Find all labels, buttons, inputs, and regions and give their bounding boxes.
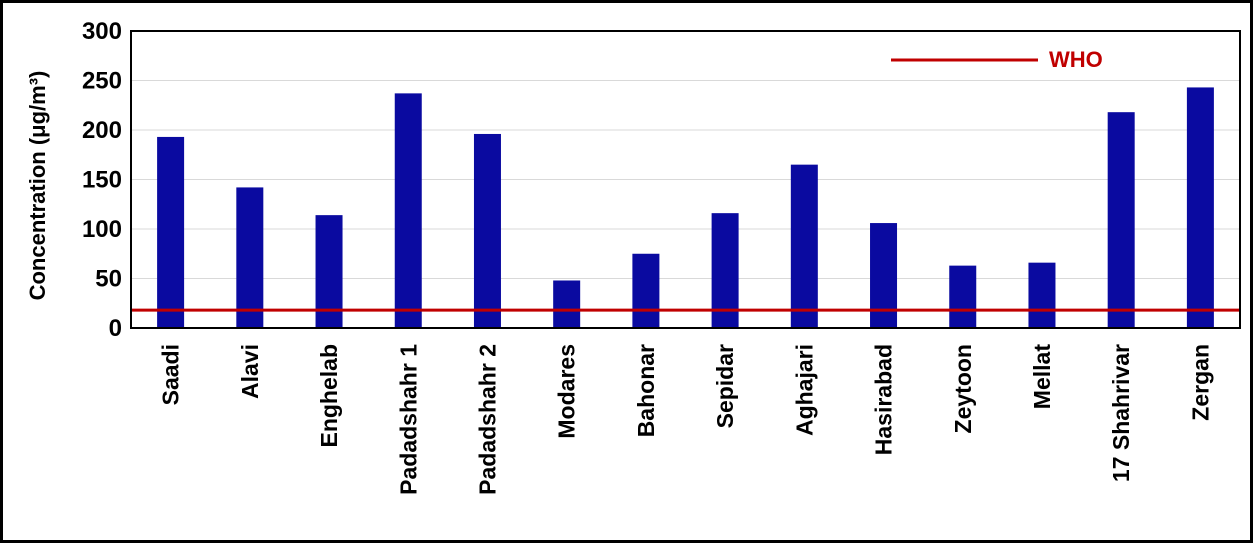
y-tick-label: 100 xyxy=(82,216,122,243)
x-tick-label: Enghelab xyxy=(316,344,342,448)
y-tick-label: 250 xyxy=(82,68,122,95)
x-tick-label: Aghajari xyxy=(791,344,817,436)
x-tick-label: Alavi xyxy=(237,344,263,399)
bar xyxy=(394,93,422,329)
y-tick-labels: 0 50 100 150 200 250 300 xyxy=(82,18,122,342)
bar-chart: 0 50 100 150 200 250 300 Saadi Alavi Enghelab Pad… xyxy=(25,18,1241,495)
bars xyxy=(157,87,1214,329)
x-tick-label: Sepidar xyxy=(712,344,738,428)
bar xyxy=(1028,262,1056,328)
bar xyxy=(1186,87,1214,329)
x-tick-label: Padadshahr 1 xyxy=(395,344,421,495)
y-axis-label: Concentration (μg/m³) xyxy=(25,71,50,301)
bar xyxy=(157,136,185,328)
bar xyxy=(790,164,818,328)
y-tick-label: 150 xyxy=(82,167,122,194)
bar xyxy=(1107,112,1135,329)
bar xyxy=(870,223,898,328)
bar xyxy=(553,280,581,328)
legend: WHO xyxy=(891,47,1103,72)
x-tick-label: Hasirabad xyxy=(871,344,897,455)
x-tick-label: Bahonar xyxy=(633,344,659,437)
y-tick-label: 300 xyxy=(82,18,122,45)
x-tick-label: Zergan xyxy=(1187,344,1213,421)
plot-border xyxy=(130,30,1241,329)
y-tick-label: 200 xyxy=(82,117,122,144)
x-tick-label: Padadshahr 2 xyxy=(474,344,500,495)
bar xyxy=(236,187,264,328)
legend-who-label: WHO xyxy=(1049,47,1103,72)
grid-lines xyxy=(131,80,1240,279)
x-tick-label: Mellat xyxy=(1029,344,1055,410)
x-tick-labels: Saadi Alavi Enghelab Padadshahr 1 Padadshahr… xyxy=(158,344,1214,495)
y-tick-label: 0 xyxy=(109,315,122,342)
x-tick-label: Saadi xyxy=(158,344,184,405)
bar xyxy=(632,253,660,328)
x-tick-label: Zeytoon xyxy=(950,344,976,433)
x-tick-label: 17 Shahrivar xyxy=(1108,344,1134,482)
bar xyxy=(949,265,977,328)
x-tick-label: Modares xyxy=(554,344,580,439)
bar xyxy=(473,133,501,328)
y-tick-label: 50 xyxy=(95,266,122,293)
